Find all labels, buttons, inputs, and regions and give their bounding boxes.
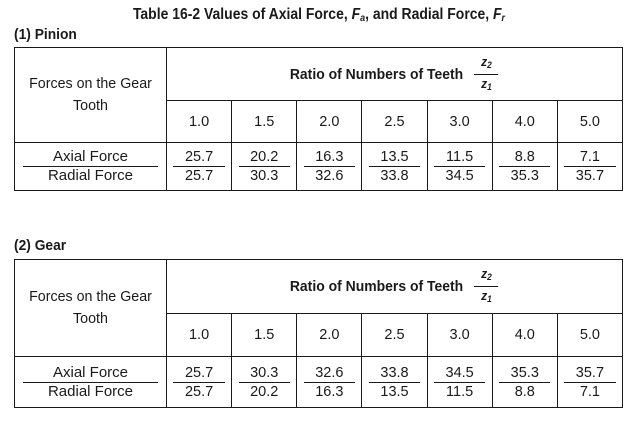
- radial-value: 25.7: [184, 383, 214, 400]
- force-ratio-cell: 32.6 16.3: [296, 356, 363, 408]
- radial-value: 34.5: [445, 168, 474, 184]
- force-ratio-cell: 11.5 34.5: [426, 142, 493, 191]
- radial-value: 30.3: [250, 168, 279, 184]
- ratio-header-cell: Ratio of Numbers of Teeth z2 z1: [166, 47, 623, 101]
- axial-force-symbol: Fa: [351, 6, 366, 24]
- forces-header-cell: Forces on the Gear Tooth: [14, 47, 167, 143]
- axial-value: 33.8: [380, 364, 409, 381]
- axial-value: 16.3: [315, 149, 344, 165]
- ratio-value: 2.5: [361, 313, 428, 357]
- axial-value: 35.7: [575, 364, 605, 381]
- forces-header-cell: Forces on the Gear Tooth: [14, 259, 167, 357]
- force-ratio-cell: 35.3 8.8: [491, 356, 558, 408]
- teeth-ratio-fraction: z2 z1: [474, 266, 499, 307]
- section-label-pinion: (1) Pinion: [14, 26, 77, 43]
- radial-value: 20.2: [250, 383, 279, 400]
- ratio-value: 1.5: [231, 313, 298, 357]
- force-ratio-cell: 13.5 33.8: [361, 142, 428, 191]
- ratio-value: 1.5: [231, 100, 298, 143]
- force-ratio-cell: 34.5 11.5: [426, 356, 493, 408]
- axial-value: 25.7: [184, 149, 214, 165]
- axial-value: 13.5: [380, 149, 409, 165]
- axial-force-label: Axial Force: [52, 363, 129, 381]
- axial-value: 25.7: [184, 364, 214, 381]
- ratio-value: 2.0: [296, 313, 363, 357]
- ratio-value: 3.0: [426, 313, 493, 357]
- radial-force-label: Radial Force: [47, 167, 134, 184]
- forces-header: Forces on the Gear Tooth: [29, 288, 152, 327]
- gear-table: Forces on the Gear Tooth Ratio of Number…: [14, 259, 624, 408]
- title-prefix: Table 16-2 Values of Axial Force,: [132, 6, 352, 23]
- force-ratio-cell: 35.7 7.1: [556, 356, 624, 408]
- radial-value: 32.6: [315, 168, 344, 184]
- ratio-value: 5.0: [556, 100, 624, 143]
- axial-value: 7.1: [579, 149, 600, 165]
- ratio-value: 1.0: [165, 313, 233, 357]
- force-ratio-cell: 16.3 32.6: [296, 142, 363, 191]
- axial-value: 34.5: [445, 364, 474, 381]
- ratio-value: 1.0: [165, 100, 233, 143]
- axial-value: 32.6: [315, 364, 344, 381]
- ratio-value: 2.0: [296, 100, 363, 143]
- force-label-cell: Axial Force Radial Force: [14, 356, 167, 408]
- axial-value: 20.2: [250, 149, 279, 165]
- ratio-header-label: Ratio of Numbers of Teeth: [290, 65, 464, 83]
- radial-value: 13.5: [380, 383, 409, 400]
- radial-value: 35.3: [510, 168, 539, 184]
- radial-value: 7.1: [579, 383, 600, 400]
- ratio-value: 4.0: [491, 100, 558, 143]
- ratio-value: 3.0: [426, 100, 493, 143]
- force-ratio-cell: 30.3 20.2: [231, 356, 298, 408]
- axial-value: 8.8: [514, 149, 535, 165]
- force-ratio-cell: 25.7 25.7: [165, 356, 233, 408]
- axial-value: 30.3: [250, 364, 279, 381]
- radial-value: 16.3: [315, 383, 344, 400]
- table-title: Table 16-2 Values of Axial Force, Fa, an…: [32, 4, 606, 26]
- ratio-header-cell: Ratio of Numbers of Teeth z2 z1: [166, 259, 623, 314]
- force-ratio-cell: 7.1 35.7: [556, 142, 624, 191]
- ratio-value: 4.0: [491, 313, 558, 357]
- forces-header: Forces on the Gear Tooth: [29, 75, 152, 114]
- teeth-ratio-fraction: z2 z1: [474, 54, 499, 95]
- radial-value: 35.7: [575, 168, 605, 184]
- ratio-value: 2.5: [361, 100, 428, 143]
- radial-value: 11.5: [446, 383, 474, 400]
- force-ratio-cell: 20.2 30.3: [231, 142, 298, 191]
- section-label-gear: (2) Gear: [14, 237, 67, 254]
- ratio-value: 5.0: [556, 313, 624, 357]
- force-ratio-cell: 25.7 25.7: [165, 142, 233, 191]
- radial-value: 8.8: [514, 383, 535, 400]
- force-ratio-cell: 8.8 35.3: [491, 142, 558, 191]
- axial-value: 11.5: [446, 149, 474, 165]
- force-label-cell: Axial Force Radial Force: [14, 142, 167, 191]
- axial-force-label: Axial Force: [52, 148, 129, 165]
- axial-value: 35.3: [510, 364, 539, 381]
- radial-force-label: Radial Force: [47, 382, 134, 400]
- title-mid: , and Radial Force,: [365, 6, 494, 23]
- radial-value: 25.7: [184, 168, 214, 184]
- radial-value: 33.8: [380, 168, 409, 184]
- pinion-table: Forces on the Gear Tooth Ratio of Number…: [14, 47, 624, 191]
- force-ratio-cell: 33.8 13.5: [361, 356, 428, 408]
- radial-force-symbol: Fr: [493, 6, 506, 24]
- ratio-header-label: Ratio of Numbers of Teeth: [290, 278, 464, 295]
